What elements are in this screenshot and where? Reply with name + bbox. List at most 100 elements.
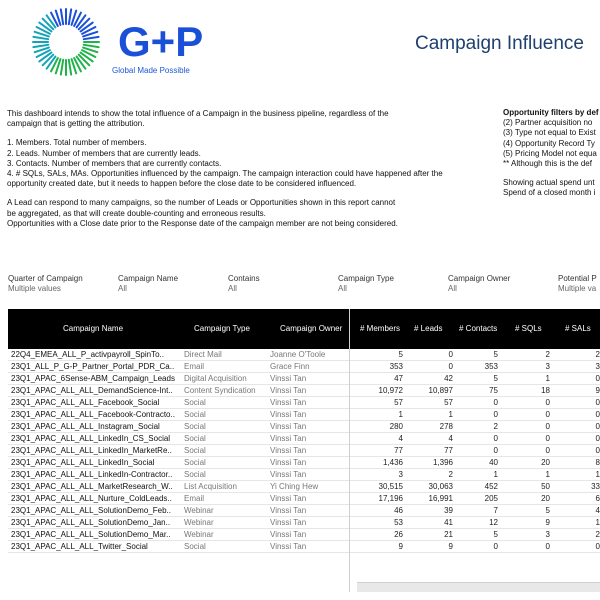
intro-line: This dashboard intends to show the total… [7,109,389,118]
cell-campaign-name: 23Q1_APAC_ALL_ALL_SolutionDemo_Mar.. [11,530,171,539]
filter-quarter-of-campaign[interactable]: Quarter of Campaign Multiple values [8,274,83,294]
table-row[interactable]: 23Q1_APAC_ALL_ALL_LinkedIn_Social Social V… [8,457,600,469]
cell-campaign-owner: Joanne O'Toole [270,350,326,359]
filter-value[interactable]: All [448,284,457,293]
cell-campaign-type: Social [184,398,206,407]
header-members[interactable]: # Members [360,324,401,333]
cell-campaign-name: 23Q1_APAC_ALL_ALL_Facebook-Contracto.. [11,410,175,419]
cell-leads: 77 [444,446,453,455]
cell-members: 57 [394,398,403,407]
filter-potential[interactable]: Potential P Multiple va [558,274,597,294]
table-row[interactable]: 23Q1_APAC_ALL_ALL_MarketResearch_W.. List… [8,481,600,493]
filter-campaign-owner[interactable]: Campaign Owner All [448,274,510,294]
cell-sals: 0 [595,422,600,431]
table-row[interactable]: 23Q1_APAC_ALL_ALL_LinkedIn-Contractor.. S… [8,469,600,481]
table-row[interactable]: 23Q1_APAC_ALL_ALL_LinkedIn_CS_Social Soci… [8,433,600,445]
filter-value[interactable]: All [228,284,237,293]
intro-text: This dashboard intends to show the total… [7,109,477,229]
intro-line: 1. Members. Total number of members. [7,138,147,148]
cell-leads: 21 [444,530,453,539]
cell-sals: 33 [591,482,600,491]
cell-members: 5 [398,350,403,359]
cell-campaign-name: 23Q1_APAC_6Sense-ABM_Campaign_Leads [11,374,175,383]
cell-members: 17,196 [378,494,403,503]
cell-leads: 42 [444,374,453,383]
cell-leads: 1,396 [432,458,453,467]
filter-value[interactable]: All [338,284,347,293]
cell-leads: 9 [448,542,453,551]
cell-sqls: 1 [545,374,550,383]
cell-leads: 39 [444,506,453,515]
cell-contacts: 353 [484,362,498,371]
table-body: 22Q4_EMEA_ALL_P_activpayroll_SpinTo.. Dir… [8,349,600,553]
cell-campaign-owner: Vinssi Tan [270,530,307,539]
cell-sals: 0 [595,434,600,443]
header-campaign-owner[interactable]: Campaign Owner [280,324,343,333]
cell-sqls: 50 [541,482,550,491]
cell-leads: 16,991 [428,494,453,503]
filter-campaign-name[interactable]: Campaign Name All [118,274,178,294]
header-sqls[interactable]: # SQLs [515,324,542,333]
cell-sqls: 0 [545,398,550,407]
table-row[interactable]: 23Q1_APAC_ALL_ALL_SolutionDemo_Mar.. Webi… [8,529,600,541]
cell-campaign-name: 23Q1_APAC_ALL_ALL_LinkedIn_Social [11,458,155,467]
opp-filter-line: (4) Opportunity Record Ty [503,138,595,148]
cell-sqls: 20 [541,458,550,467]
filter-contains[interactable]: Contains All [228,274,260,294]
cell-sqls: 2 [545,350,550,359]
filter-value[interactable]: All [118,284,127,293]
cell-leads: 0 [448,362,453,371]
cell-members: 353 [389,362,403,371]
intro-line: 4. # SQLs, SALs, MAs. Opportunities infl… [7,169,443,179]
cell-contacts: 205 [484,494,498,503]
horizontal-scrollbar[interactable] [357,582,600,592]
cell-contacts: 1 [493,470,498,479]
table-row[interactable]: 23Q1_APAC_ALL_ALL_Nurture_ColdLeads.. Ema… [8,493,600,505]
header-campaign-type[interactable]: Campaign Type [194,324,250,333]
cell-sals: 0 [595,374,600,383]
opp-filter-line: Showing actual spend unt [503,178,595,188]
filter-value[interactable]: Multiple va [558,284,597,293]
table-row[interactable]: 23Q1_ALL_P_G-P_Partner_Portal_PDR_Ca.. Em… [8,361,600,373]
table-row[interactable]: 22Q4_EMEA_ALL_P_activpayroll_SpinTo.. Dir… [8,349,600,361]
filter-label: Campaign Type [338,274,394,283]
table-row[interactable]: 23Q1_APAC_ALL_ALL_SolutionDemo_Jan.. Webi… [8,517,600,529]
table-row[interactable]: 23Q1_APAC_ALL_ALL_Instagram_Social Social… [8,421,600,433]
cell-campaign-owner: Vinssi Tan [270,422,307,431]
table-row[interactable]: 23Q1_APAC_ALL_ALL_Facebook_Social Social V… [8,397,600,409]
header-contacts[interactable]: # Contacts [459,324,498,333]
table-row[interactable]: 23Q1_APAC_ALL_ALL_LinkedIn_MarketRe.. Soc… [8,445,600,457]
filter-campaign-type[interactable]: Campaign Type All [338,274,394,294]
table-row[interactable]: 23Q1_APAC_ALL_ALL_Twitter_Social Social Vi… [8,541,600,553]
cell-campaign-owner: Vinssi Tan [270,386,307,395]
header-campaign-name[interactable]: Campaign Name [63,324,124,333]
cell-campaign-type: List Acquisition [184,482,237,491]
cell-contacts: 0 [493,410,498,419]
cell-contacts: 452 [484,482,498,491]
cell-campaign-type: Social [184,542,206,551]
opp-filter-line: (2) Partner acquisition no [503,118,593,128]
header-leads[interactable]: # Leads [414,324,443,333]
cell-campaign-owner: Vinssi Tan [270,458,307,467]
cell-sals: 3 [595,362,600,371]
cell-sals: 0 [595,446,600,455]
logo-wordmark: G+P [118,18,203,65]
cell-campaign-owner: Vinssi Tan [270,542,307,551]
page-title: Campaign Influence [415,33,584,54]
cell-members: 46 [394,506,403,515]
cell-sals: 0 [595,542,600,551]
table-row[interactable]: 23Q1_APAC_6Sense-ABM_Campaign_Leads Digit… [8,373,600,385]
cell-campaign-name: 23Q1_APAC_ALL_ALL_Nurture_ColdLeads.. [11,494,172,503]
header-sals[interactable]: # SALs [565,324,591,333]
cell-campaign-name: 23Q1_APAC_ALL_ALL_DemandScience-Int.. [11,386,173,395]
table-row[interactable]: 23Q1_APAC_ALL_ALL_Facebook-Contracto.. So… [8,409,600,421]
filter-label: Contains [228,274,260,283]
cell-campaign-name: 23Q1_APAC_ALL_ALL_Facebook_Social [11,398,160,407]
filter-value[interactable]: Multiple values [8,284,61,293]
table-row[interactable]: 23Q1_APAC_ALL_ALL_SolutionDemo_Feb.. Webi… [8,505,600,517]
cell-members: 77 [394,446,403,455]
cell-campaign-type: Direct Mail [184,350,222,359]
table-row[interactable]: 23Q1_APAC_ALL_ALL_DemandScience-Int.. Con… [8,385,600,397]
cell-contacts: 2 [493,422,498,431]
cell-leads: 30,063 [428,482,453,491]
